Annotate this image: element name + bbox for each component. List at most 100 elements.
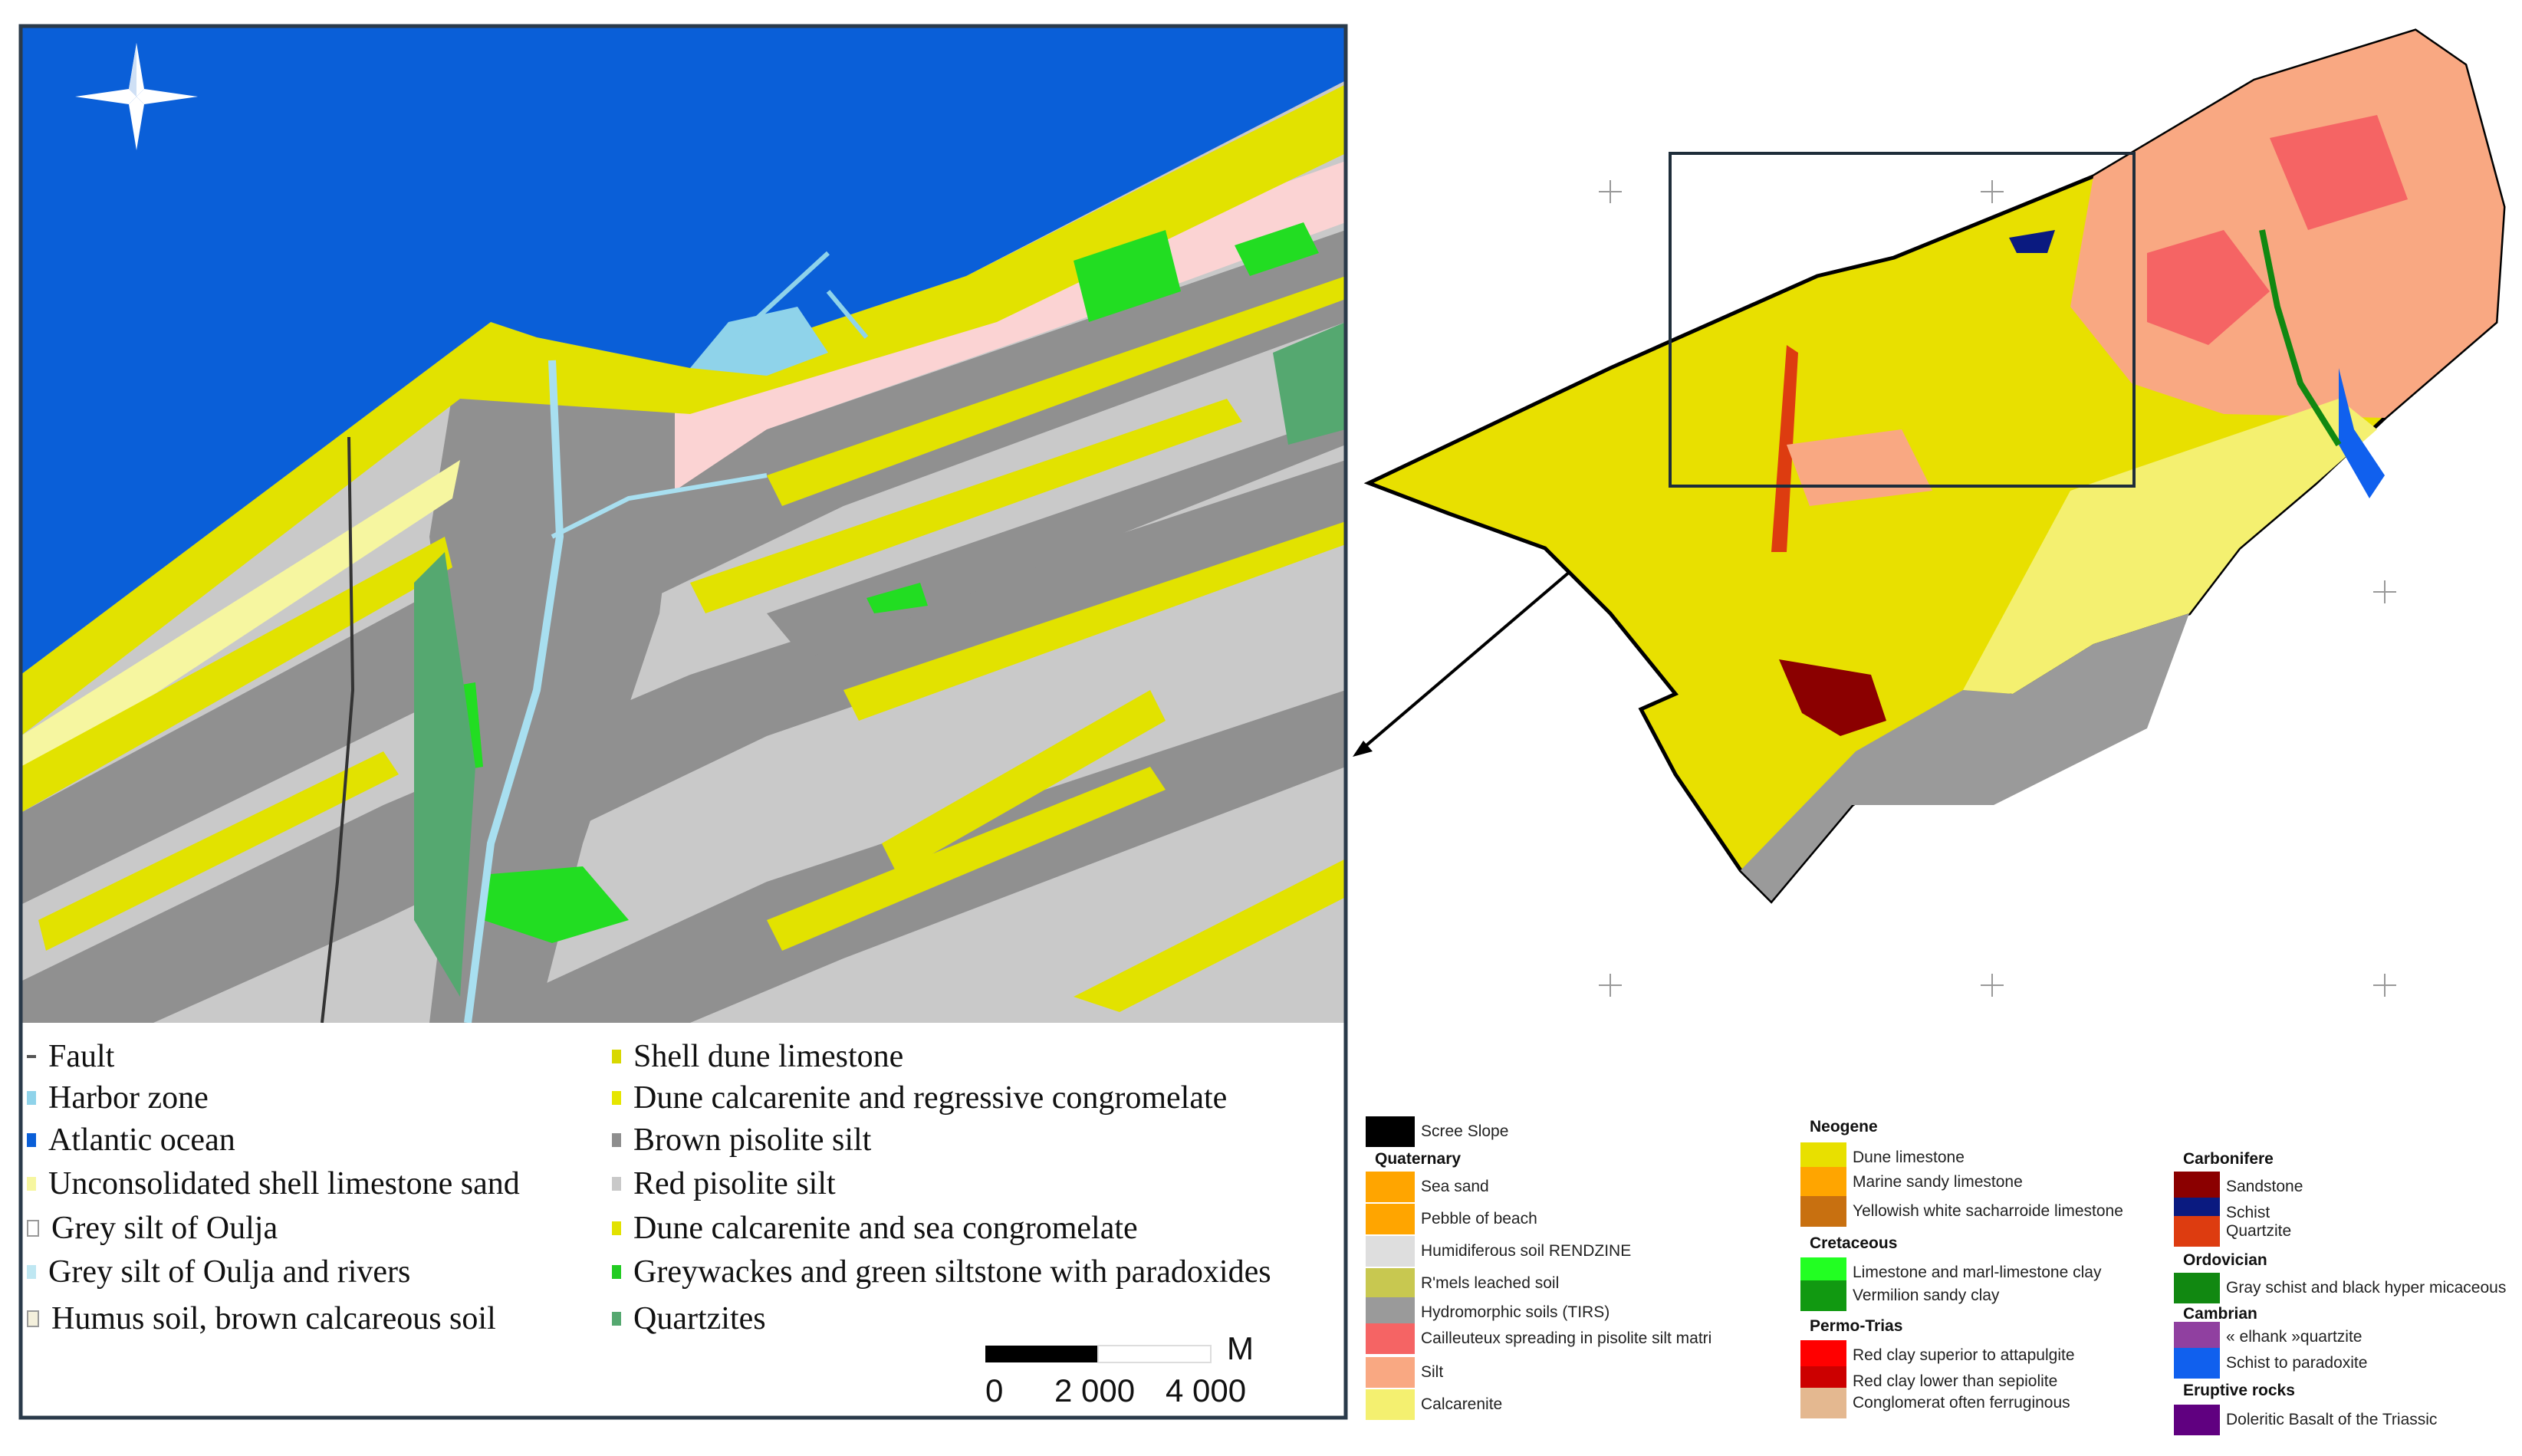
legend-label: Gray schist and black hyper micaceous — [2226, 1279, 2507, 1297]
legend-item: Calcarenite — [1366, 1389, 1502, 1420]
detail-map-frame — [18, 24, 1348, 1420]
legend-item: Silt — [1366, 1357, 1443, 1388]
dune-calcarenite-coast — [21, 84, 1346, 736]
harbor-zone — [690, 307, 828, 376]
legend-swatch — [1800, 1280, 1846, 1311]
legend-swatch — [27, 1177, 36, 1191]
shell-dune-limestone-bands — [21, 276, 1346, 1012]
quartzite-patches — [414, 322, 1346, 997]
legend-label: Silt — [1421, 1363, 1444, 1381]
legend-label: Conglomerat often ferruginous — [1853, 1394, 2070, 1412]
legend-label: Marine sandy limestone — [1853, 1173, 2023, 1191]
legend-item: Atlantic ocean — [27, 1122, 235, 1159]
legend-item: Sea sand — [1366, 1172, 1489, 1202]
legend-label: Schist — [2226, 1204, 2270, 1221]
legend-swatch — [612, 1312, 621, 1326]
scale-label-0: 0 — [985, 1372, 1004, 1408]
legend-item: Doleritic Basalt of the Triassic — [2174, 1405, 2437, 1435]
compass-rose-icon — [75, 43, 198, 150]
legend-item: Grey silt of Oulja and rivers — [27, 1254, 410, 1290]
legend-label: Shell dune limestone — [633, 1039, 904, 1074]
calcarenite-zone — [1963, 399, 2377, 694]
legend-swatch — [27, 1055, 36, 1058]
scale-unit: M — [1227, 1330, 1254, 1366]
quartzite-patch — [1771, 345, 1798, 552]
legend-swatch — [1800, 1388, 1846, 1418]
legend-item: Humus soil, brown calcareous soil — [27, 1300, 496, 1337]
legend-item: Shell dune limestone — [612, 1038, 903, 1075]
river — [551, 473, 768, 539]
legend-item: Cailleuteux spreading in pisolite silt m… — [1366, 1323, 1711, 1354]
legend-swatch — [27, 1265, 36, 1279]
legend-label: Quartzite — [2226, 1222, 2292, 1240]
legend-heading: Cretaceous — [1810, 1234, 1898, 1252]
legend-item: Red pisolite silt — [612, 1165, 836, 1202]
legend-swatch — [2174, 1172, 2220, 1202]
legend-item: Yellowish white sacharroide limestone — [1800, 1196, 2123, 1227]
legend-label: Hydromorphic soils (TIRS) — [1421, 1303, 1610, 1321]
schist-patch — [2009, 230, 2055, 253]
ordovician-river — [2259, 229, 2342, 447]
legend-swatch — [612, 1091, 621, 1105]
legend-heading: Permo-Trias — [1810, 1317, 1903, 1335]
cambrian-schist-patch — [2339, 368, 2385, 498]
legend-label: Pebble of beach — [1421, 1210, 1537, 1228]
legend-label: Harbor zone — [48, 1080, 209, 1116]
legend-item: Sandstone — [2174, 1172, 2303, 1202]
legend-item: Fault — [27, 1038, 114, 1075]
legend-label: Quartzites — [633, 1301, 766, 1336]
legend-item: Quartzite — [2174, 1216, 2291, 1247]
legend-heading: Carbonifere — [2183, 1150, 2274, 1168]
overview-map — [1363, 28, 2506, 997]
legend-swatch — [27, 1310, 39, 1327]
fault-line — [321, 436, 355, 1023]
legend-label: Dune calcarenite and regressive congrome… — [633, 1080, 1228, 1116]
legend-item: Red clay superior to attapulgite — [1800, 1340, 2075, 1371]
legend-item: Marine sandy limestone — [1800, 1167, 2023, 1198]
legend-swatch — [2174, 1322, 2220, 1352]
legend-swatch — [1366, 1389, 1415, 1420]
harbor-jetty — [734, 251, 869, 340]
legend-label: Vermilion sandy clay — [1853, 1287, 2000, 1304]
legend-label: Dune limestone — [1853, 1149, 1965, 1166]
legend-label: Sea sand — [1421, 1178, 1489, 1195]
river — [464, 360, 564, 1023]
legend-label: « elhank »quartzite — [2226, 1328, 2363, 1346]
legend-swatch — [1800, 1340, 1846, 1371]
legend-swatch — [1366, 1204, 1415, 1234]
legend-swatch — [2174, 1348, 2220, 1379]
legend-swatch — [612, 1221, 621, 1235]
legend-item: Gray schist and black hyper micaceous — [2174, 1273, 2506, 1303]
legend-swatch — [1366, 1268, 1415, 1299]
legend-swatch — [1366, 1323, 1415, 1354]
legend-item: Grey silt of Oulja — [27, 1210, 278, 1247]
legend-swatch — [1800, 1167, 1846, 1198]
legend-item: Humidiferous soil RENDZINE — [1366, 1236, 1631, 1267]
legend-label: Limestone and marl-limestone clay — [1853, 1264, 2102, 1281]
legend-swatch — [612, 1133, 621, 1147]
legend-swatch — [27, 1091, 36, 1105]
sandstone-patch — [1779, 659, 1886, 736]
legend-label: Brown pisolite silt — [633, 1122, 872, 1158]
legend-heading: Eruptive rocks — [2183, 1382, 2295, 1399]
legend-swatch — [2174, 1216, 2220, 1247]
legend-label: Calcarenite — [1421, 1395, 1503, 1413]
legend-item: Scree Slope — [1366, 1116, 1508, 1147]
legend-swatch — [1366, 1236, 1415, 1267]
legend-label: Grey silt of Oulja and rivers — [48, 1254, 411, 1290]
cailleuteux-zone — [2147, 115, 2408, 345]
legend-swatch — [27, 1133, 36, 1147]
humus-soil-area — [675, 161, 1346, 491]
legend-swatch — [612, 1050, 621, 1063]
legend-swatch — [612, 1177, 621, 1191]
legend-label: Scree Slope — [1421, 1122, 1509, 1140]
legend-swatch — [2174, 1405, 2220, 1435]
detail-extent-box — [1669, 152, 2136, 488]
legend-item: Schist to paradoxite — [2174, 1348, 2367, 1379]
legend-swatch — [1800, 1196, 1846, 1227]
legend-label: Yellowish white sacharroide limestone — [1853, 1202, 2123, 1220]
legend-label: Unconsolidated shell limestone sand — [48, 1166, 520, 1201]
legend-heading: Neogene — [1810, 1118, 1878, 1136]
legend-item: R'mels leached soil — [1366, 1268, 1559, 1299]
hydromorphic-zone — [1741, 613, 2189, 901]
